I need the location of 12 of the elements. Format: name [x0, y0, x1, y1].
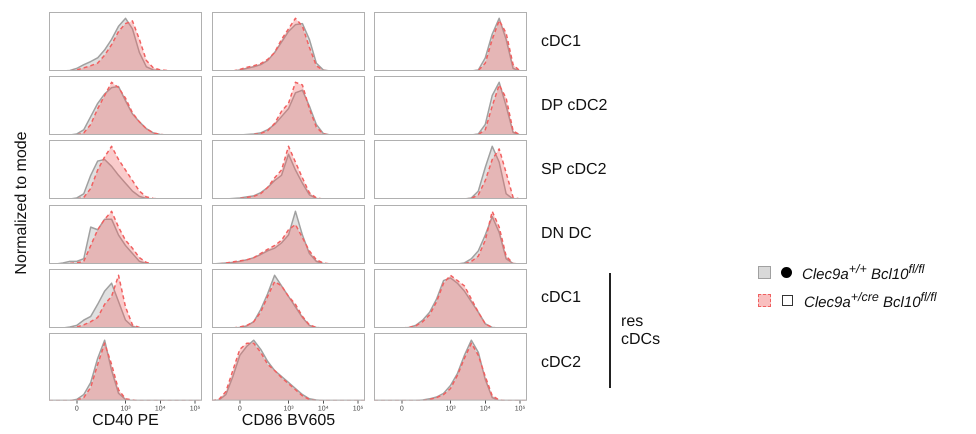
text: Clec9a$^{+/+}$ Bcl10$^{fl/fl}$	[802, 262, 924, 282]
text: DP cDC2	[541, 96, 608, 115]
text: Clec9a$^{+/cre}$ Bcl10$^{fl/fl}$	[804, 290, 937, 310]
text: DN DC	[541, 225, 592, 244]
text: cDC1	[541, 289, 582, 308]
y-axis-title: Normalized to mode	[13, 131, 31, 275]
text: cDC1	[541, 32, 582, 50]
text: SP cDC2	[541, 160, 607, 179]
x-axis-title: CD40 PE	[91, 412, 160, 430]
text: res cDCs	[621, 312, 662, 349]
text: cDC2	[541, 354, 582, 372]
x-axis-title: CD86 BV605	[240, 412, 336, 430]
